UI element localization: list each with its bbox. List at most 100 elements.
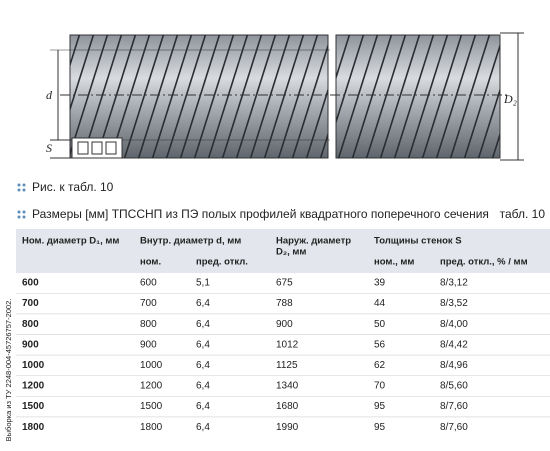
pipe-drawing bbox=[50, 32, 524, 161]
table-cell: 8/7,60 bbox=[440, 422, 468, 433]
stripe bbox=[491, 131, 500, 158]
subheader-cell: ном. bbox=[140, 257, 161, 268]
stripe bbox=[463, 43, 500, 158]
table-cell: 600 bbox=[140, 278, 157, 289]
table-cell: 6,4 bbox=[196, 381, 210, 392]
stripe bbox=[421, 35, 463, 158]
table-cell: 8/3,12 bbox=[440, 278, 468, 289]
stripe bbox=[249, 35, 291, 158]
table-cell: 56 bbox=[374, 339, 386, 350]
table-cell: 1680 bbox=[276, 401, 299, 412]
label-d2: D₂ bbox=[503, 92, 517, 106]
table-cell: 900 bbox=[22, 339, 39, 350]
table-cell: 50 bbox=[374, 319, 386, 330]
table-cell: 6,4 bbox=[196, 360, 210, 371]
subheader-cell: пред. откл., % / мм bbox=[440, 257, 528, 268]
stripe bbox=[179, 35, 221, 158]
stripe bbox=[305, 87, 328, 158]
stripe bbox=[235, 35, 277, 158]
figure-caption: Рис. к табл. 10 bbox=[32, 180, 114, 194]
table-cell: 788 bbox=[276, 298, 293, 309]
stripe bbox=[379, 35, 421, 158]
side-note: Выборка из ТУ 2248-004-45726757-2002. bbox=[4, 299, 13, 442]
table-cell: 600 bbox=[22, 278, 39, 289]
stripe bbox=[70, 35, 81, 68]
table-cell: 70 bbox=[374, 381, 386, 392]
table-cell: 675 bbox=[276, 278, 293, 289]
stripe bbox=[336, 35, 351, 81]
table-cell: 800 bbox=[22, 319, 39, 330]
table-cell: 8/5,60 bbox=[440, 381, 468, 392]
table-cell: 1200 bbox=[22, 381, 45, 392]
stripe bbox=[319, 131, 328, 158]
table-number: табл. 10 bbox=[500, 207, 546, 221]
table-cell: 6,4 bbox=[196, 298, 210, 309]
stripe-group bbox=[336, 35, 500, 158]
stripe bbox=[291, 43, 328, 158]
table-cell: 6,4 bbox=[196, 319, 210, 330]
stripe bbox=[165, 35, 207, 158]
label-s: S bbox=[46, 141, 52, 155]
table-cell: 1340 bbox=[276, 381, 299, 392]
table-cell: 5,1 bbox=[196, 278, 210, 289]
stripe bbox=[263, 35, 305, 158]
table-cell: 1012 bbox=[276, 339, 299, 350]
stripe bbox=[123, 35, 165, 158]
stripe bbox=[407, 35, 449, 158]
table-cell: 8/3,52 bbox=[440, 298, 468, 309]
table-header-bg bbox=[16, 229, 550, 273]
table-cell: 8/4,00 bbox=[440, 319, 468, 330]
table-cell: 1500 bbox=[140, 401, 163, 412]
table-cell: 1800 bbox=[22, 422, 45, 433]
stripe bbox=[337, 35, 379, 158]
table-cell: 1800 bbox=[140, 422, 163, 433]
table-cell: 8/7,60 bbox=[440, 401, 468, 412]
header-cell: Ном. диаметр D₁, мм bbox=[22, 236, 119, 247]
header-cell: Наруж. диаметр bbox=[276, 236, 351, 247]
stripe bbox=[351, 35, 393, 158]
stripe bbox=[193, 35, 235, 158]
table-cell: 8/4,42 bbox=[440, 339, 468, 350]
table-cell: 1500 bbox=[22, 401, 45, 412]
table-cell: 39 bbox=[374, 278, 386, 289]
table-cell: 1125 bbox=[276, 360, 298, 371]
table-cell: 95 bbox=[374, 401, 386, 412]
stripe bbox=[449, 35, 491, 158]
table-cell: 95 bbox=[374, 422, 386, 433]
subheader-cell: пред. откл. bbox=[196, 257, 248, 268]
header-cell: D₂, мм bbox=[276, 247, 306, 258]
table-cell: 6,4 bbox=[196, 401, 210, 412]
stripe bbox=[435, 35, 477, 158]
table-caption: Размеры [мм] ТПССНП из ПЭ полых профилей… bbox=[32, 207, 489, 221]
table-cell: 6,4 bbox=[196, 339, 210, 350]
table-cell: 1000 bbox=[22, 360, 45, 371]
stripe bbox=[221, 35, 263, 158]
stripe bbox=[277, 35, 319, 158]
table-cell: 900 bbox=[276, 319, 293, 330]
stripe-group bbox=[70, 35, 328, 158]
stripe bbox=[137, 35, 179, 158]
table-cell: 6,4 bbox=[196, 422, 210, 433]
table-cell: 700 bbox=[140, 298, 157, 309]
stripe bbox=[336, 35, 365, 125]
stripe bbox=[70, 35, 95, 112]
table-cell: 900 bbox=[140, 339, 157, 350]
table-cell: 700 bbox=[22, 298, 39, 309]
table-cell: 1990 bbox=[276, 422, 299, 433]
stripe bbox=[365, 35, 407, 158]
subheader-cell: ном., мм bbox=[374, 257, 414, 268]
stripe bbox=[477, 87, 500, 158]
table-cell: 800 bbox=[140, 319, 157, 330]
bullets bbox=[17, 183, 26, 219]
header-cell: Толщины стенок S bbox=[374, 236, 462, 247]
table-cell: 1000 bbox=[140, 360, 163, 371]
table-cell: 44 bbox=[374, 298, 386, 309]
header-cell: Внутр. диаметр d, мм bbox=[140, 236, 241, 247]
table-cell: 1200 bbox=[140, 381, 163, 392]
stripe bbox=[207, 35, 249, 158]
stripe bbox=[393, 35, 435, 158]
table-cell: 8/4,96 bbox=[440, 360, 468, 371]
stripe bbox=[151, 35, 193, 158]
label-d: d bbox=[46, 88, 53, 102]
